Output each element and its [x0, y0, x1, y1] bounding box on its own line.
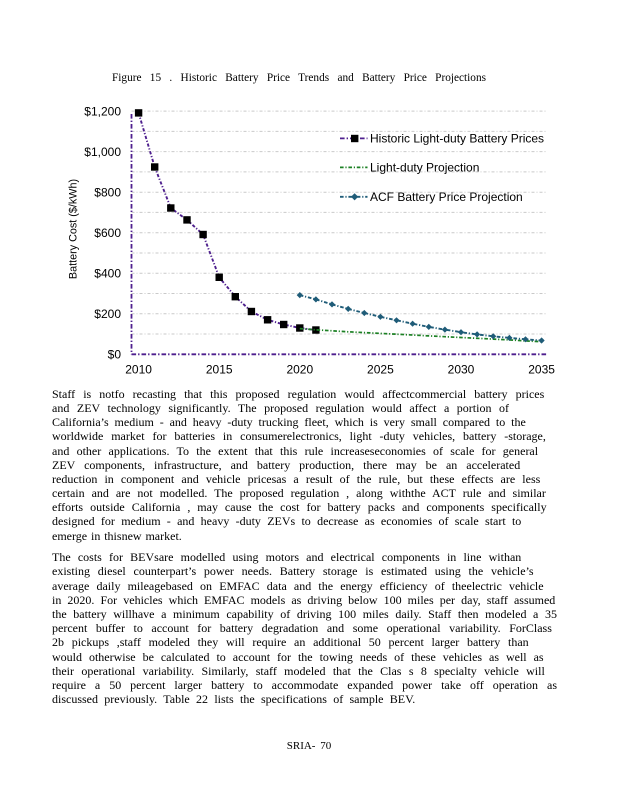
svg-text:$1,200: $1,200 [84, 104, 121, 118]
svg-text:2015: 2015 [206, 363, 233, 377]
svg-text:$1,000: $1,000 [84, 145, 121, 159]
svg-text:2010: 2010 [125, 363, 152, 377]
svg-text:2030: 2030 [448, 363, 475, 377]
svg-text:$400: $400 [94, 267, 121, 281]
svg-text:2025: 2025 [367, 363, 394, 377]
svg-text:Light-duty Projection: Light-duty Projection [370, 161, 479, 175]
svg-text:Battery Cost ($/kWh): Battery Cost ($/kWh) [67, 179, 79, 279]
svg-text:2035: 2035 [528, 363, 555, 377]
svg-text:2020: 2020 [286, 363, 313, 377]
svg-text:$600: $600 [94, 226, 121, 240]
svg-text:$800: $800 [94, 186, 121, 200]
svg-text:$0: $0 [108, 348, 122, 362]
svg-text:Historic Light-duty Battery Pr: Historic Light-duty Battery Prices [370, 132, 544, 146]
svg-text:ACF Battery Price Projection: ACF Battery Price Projection [370, 190, 523, 204]
svg-text:$200: $200 [94, 307, 121, 321]
